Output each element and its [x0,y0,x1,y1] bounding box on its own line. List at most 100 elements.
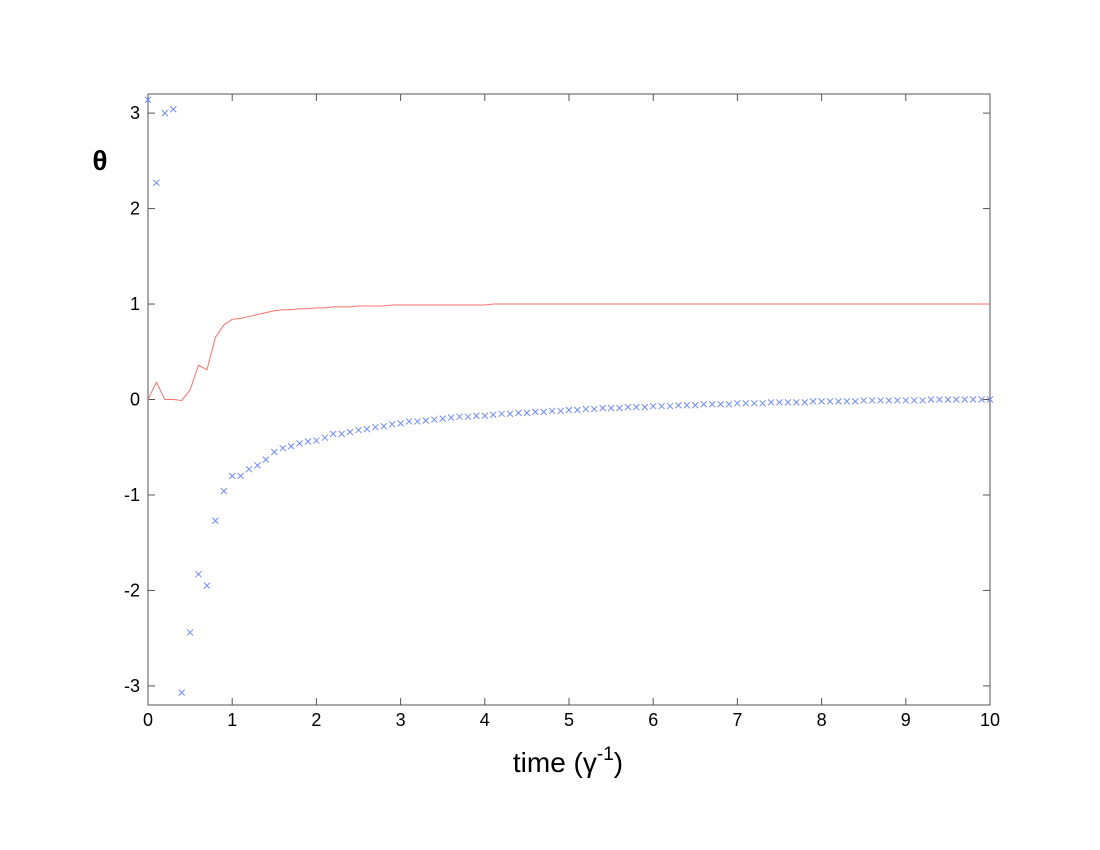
data-point [548,407,556,415]
data-point [582,405,590,413]
data-point [245,465,253,473]
data-point [237,472,244,480]
data-point [776,399,783,406]
data-point [186,629,194,636]
data-point [902,397,910,404]
data-point [464,413,472,421]
data-point [616,404,623,412]
data-point [969,396,977,403]
data-point [270,448,278,456]
data-point [784,399,792,406]
data-point [531,408,539,416]
data-point [742,399,750,407]
data-point [422,417,430,424]
data-point [717,400,724,408]
data-point [388,420,396,428]
data-point [228,472,236,480]
data-point [868,397,876,404]
data-point [439,415,447,422]
data-point [430,416,438,423]
data-point [346,428,354,436]
data-point [565,406,573,414]
data-point [691,401,699,409]
data-point [919,397,926,404]
data-point [986,396,994,403]
data-point [574,406,581,414]
data-point [397,420,404,427]
x-label-text: ) [614,747,623,778]
data-point [338,430,346,438]
data-point [447,414,455,421]
data-point [759,399,767,407]
y-tick-label: 2 [130,199,140,219]
data-point [321,434,329,442]
data-point [506,410,514,418]
data-point [540,408,548,416]
data-point [262,456,270,463]
data-point [801,399,809,406]
data-point [599,404,607,412]
x-tick-label: 6 [648,710,658,730]
data-point [355,426,362,434]
data-point [523,409,531,417]
y-tick-label: 0 [130,390,140,410]
data-point [279,444,287,452]
y-tick-label: -1 [124,485,140,505]
data-point [557,407,564,415]
data-point [750,399,758,407]
data-point [683,401,691,409]
data-point [877,397,884,404]
data-point [405,418,413,425]
data-point [329,430,337,438]
data-point [649,402,657,410]
plot-frame [147,93,991,706]
data-line [147,303,990,401]
y-axis-label: θ [92,145,107,176]
x-tick-label: 7 [732,710,742,730]
y-tick-label: -3 [124,676,140,696]
data-point [371,423,379,431]
data-point [515,409,522,417]
x-tick-label: 8 [817,710,827,730]
data-point [835,398,842,405]
data-point [734,399,741,407]
data-point [287,442,295,450]
data-point [313,437,320,444]
data-point [296,440,303,447]
x-tick-label: 9 [901,710,911,730]
data-point [843,398,851,405]
data-point [633,403,640,411]
data-point [700,400,708,408]
data-point [456,413,463,421]
data-point [195,570,202,578]
data-point [952,396,960,403]
data-point [708,400,716,408]
data-point [894,397,901,404]
data-point [363,425,371,433]
data-point [809,398,817,405]
data-point [767,399,775,406]
data-point [254,462,261,469]
data-point [590,405,598,413]
x-tick-label: 10 [980,710,1000,730]
data-point [220,487,228,495]
data-point [498,410,505,418]
data-point [885,397,893,404]
x-tick-label: 4 [480,710,490,730]
data-point [675,401,682,409]
x-axis-label: time (γ-1) [513,744,623,778]
y-tick-label: 1 [130,294,140,314]
data-point [489,411,497,419]
data-point [641,403,649,411]
x-label-sup: -1 [597,744,614,765]
data-point [212,517,219,525]
data-point [481,412,489,420]
data-point [144,96,152,104]
x-tick-label: 0 [143,710,153,730]
data-point [624,403,632,411]
data-point [936,396,943,403]
y-tick-label: -2 [124,580,140,600]
data-point [927,396,935,403]
x-tick-label: 1 [227,710,237,730]
